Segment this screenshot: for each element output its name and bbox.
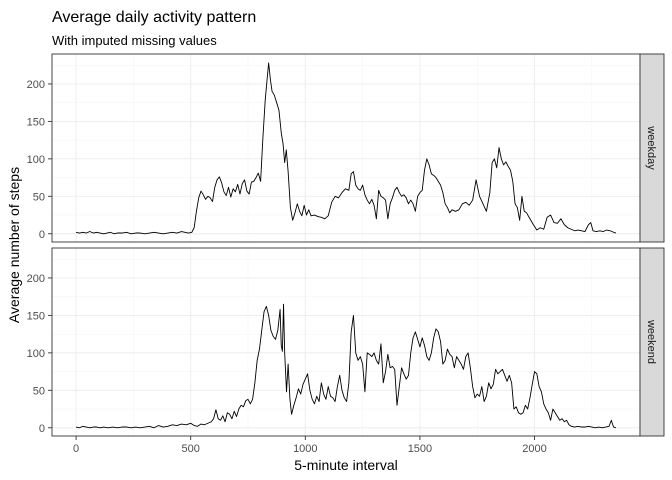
x-axis: 0 500 1000 1500 2000 (73, 436, 547, 455)
x-tick-label: 0 (73, 443, 79, 455)
facet-strip: weekend (639, 247, 665, 437)
x-axis-title: 5-minute interval (294, 457, 398, 473)
facet-panels: 0 50 100 150 200 weekday 0 50 100 150 200 weekend (27, 53, 665, 437)
y-tick-label: 200 (27, 273, 45, 285)
y-tick-label: 100 (27, 348, 45, 360)
facet-strip-label: weekday (645, 125, 657, 170)
y-tick-label: 0 (39, 229, 45, 241)
y-tick-label: 150 (27, 116, 45, 128)
facet-strip: weekday (639, 53, 665, 243)
y-tick-label: 150 (27, 310, 45, 322)
y-tick-label: 50 (33, 191, 45, 203)
y-tick-label: 200 (27, 79, 45, 91)
panel-border (51, 247, 641, 437)
x-tick-label: 1000 (293, 443, 317, 455)
panel-border (51, 53, 641, 243)
x-tick-label: 2000 (522, 443, 546, 455)
x-tick-label: 1500 (408, 443, 432, 455)
facet-panel: 0 50 100 150 200 weekday (27, 53, 665, 243)
x-tick-label: 500 (182, 443, 200, 455)
chart-subtitle: With imputed missing values (52, 33, 217, 48)
series-line-weekend (75, 303, 617, 429)
series-line-weekday (75, 62, 617, 235)
facet-strip-background (639, 53, 665, 243)
y-axis-title: Average number of steps (6, 167, 22, 323)
y-tick-label: 100 (27, 154, 45, 166)
chart-title: Average daily activity pattern (52, 9, 256, 26)
y-tick-label: 0 (39, 423, 45, 435)
facet-strip-label: weekend (645, 319, 657, 364)
y-tick-label: 50 (33, 385, 45, 397)
facet-panel: 0 50 100 150 200 weekend (27, 247, 665, 437)
facet-strip-background (639, 247, 665, 437)
